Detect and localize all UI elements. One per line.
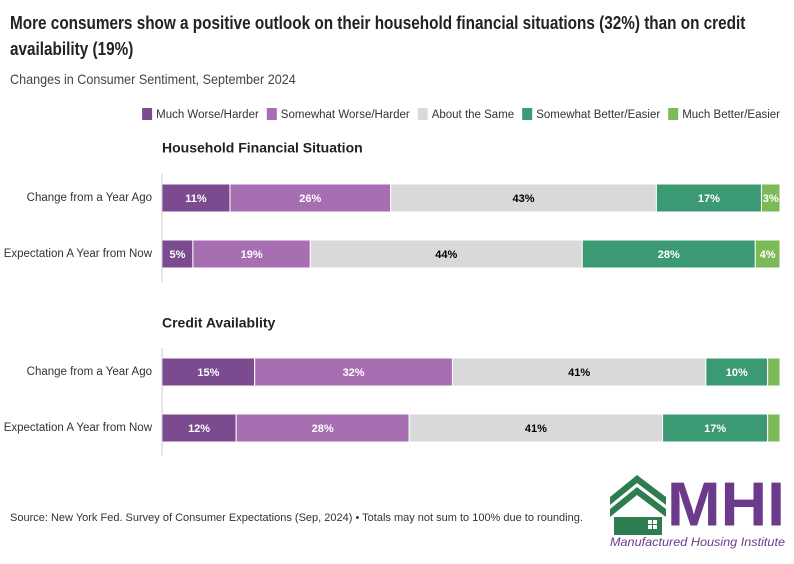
legend: Much Worse/Harder Somewhat Worse/Harder Ab… [142, 108, 780, 121]
bar-segment [192, 239, 311, 269]
logo-icon [610, 475, 666, 535]
bar-segment [229, 183, 392, 213]
chart-subtitle: Credit Availablity [162, 315, 276, 331]
value-label: 28% [312, 423, 334, 435]
legend-label: Much Worse/Harder [156, 109, 259, 121]
legend-swatch [668, 108, 679, 120]
value-label: 26% [299, 193, 321, 205]
value-label: 41% [568, 367, 590, 379]
legend-swatch [266, 108, 277, 120]
bar-segment [655, 183, 762, 213]
category-label: Expectation A Year from Now [4, 248, 153, 260]
bar-segment [235, 413, 410, 443]
logo-tagline: Manufactured Housing Institute [610, 535, 785, 549]
legend-swatch [417, 108, 428, 120]
bar-segment [161, 357, 256, 387]
category-label: Change from a Year Ago [27, 192, 152, 204]
bar-segment [760, 183, 781, 213]
bar-segment [451, 357, 707, 387]
value-label: 19% [241, 249, 263, 261]
legend-label: Somewhat Better/Easier [536, 109, 660, 121]
source-note: Source: New York Fed. Survey of Consumer… [10, 512, 583, 524]
bar-segment [767, 413, 781, 443]
legend-swatch [142, 108, 153, 120]
value-label: 44% [435, 249, 457, 261]
bar-segment [767, 357, 781, 387]
legend-label: Somewhat Worse/Harder [281, 109, 410, 121]
chart-subtitle: Household Financial Situation [162, 140, 363, 156]
value-label: 17% [698, 193, 720, 205]
bar-segment [309, 239, 583, 269]
bar-segment [581, 239, 756, 269]
title: More consumers show a positive outlook o… [10, 13, 746, 59]
value-label: 17% [704, 423, 726, 435]
bar-segment [161, 413, 237, 443]
value-label: 43% [513, 193, 535, 205]
value-label: 28% [658, 249, 680, 261]
legend-label: Much Better/Easier [682, 109, 780, 121]
value-label: 12% [188, 423, 210, 435]
bar-segment [161, 183, 231, 213]
value-label: 11% [185, 193, 207, 205]
bar-segment [390, 183, 657, 213]
legend-swatch [522, 108, 533, 120]
value-label: 4% [760, 249, 776, 261]
value-label: 5% [169, 249, 185, 261]
bar-segment [662, 413, 769, 443]
value-label: 15% [197, 367, 219, 379]
bar-segment [254, 357, 453, 387]
category-label: Change from a Year Ago [27, 366, 152, 378]
bar-segment [754, 239, 781, 269]
bar-segment [408, 413, 664, 443]
value-label: 32% [343, 367, 365, 379]
value-label: 3% [763, 193, 779, 205]
category-label: Expectation A Year from Now [4, 422, 153, 434]
value-label: 10% [726, 367, 748, 379]
subtitle: Changes in Consumer Sentiment, September… [10, 71, 296, 87]
legend-label: About the Same [432, 109, 514, 121]
value-label: 41% [525, 423, 547, 435]
logo-text: MHI [667, 470, 785, 539]
